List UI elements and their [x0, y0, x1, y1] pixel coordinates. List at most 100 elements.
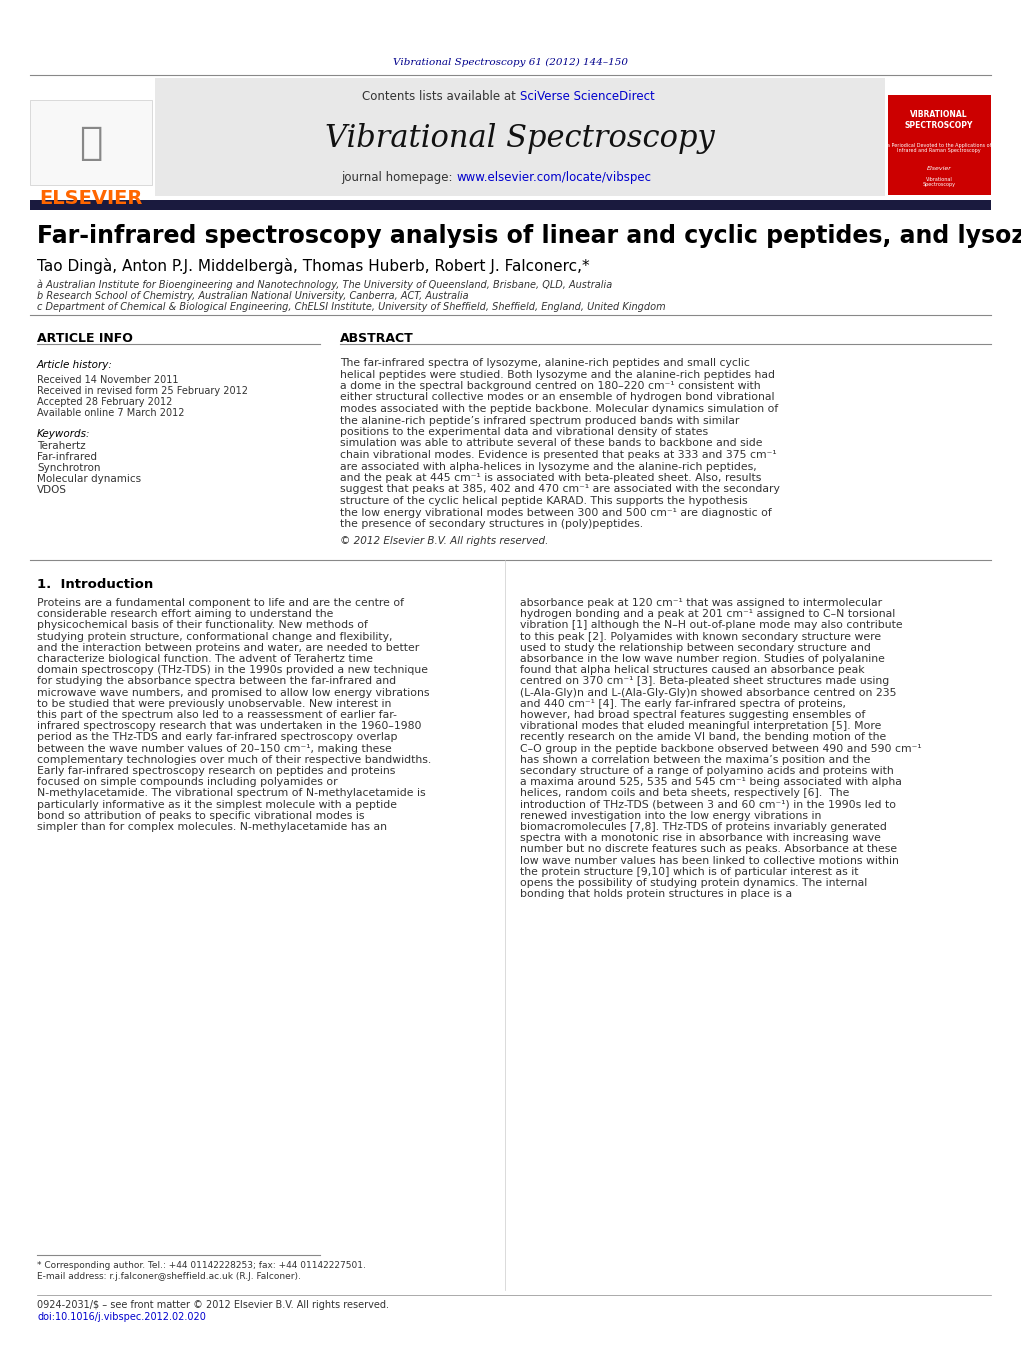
- Text: introduction of THz-TDS (between 3 and 60 cm⁻¹) in the 1990s led to: introduction of THz-TDS (between 3 and 6…: [520, 800, 896, 809]
- Text: positions to the experimental data and vibrational density of states: positions to the experimental data and v…: [340, 427, 709, 436]
- Text: considerable research effort aiming to understand the: considerable research effort aiming to u…: [37, 609, 334, 619]
- Text: © 2012 Elsevier B.V. All rights reserved.: © 2012 Elsevier B.V. All rights reserved…: [340, 536, 548, 547]
- Text: simulation was able to attribute several of these bands to backbone and side: simulation was able to attribute several…: [340, 439, 763, 449]
- Text: C–O group in the peptide backbone observed between 490 and 590 cm⁻¹: C–O group in the peptide backbone observ…: [520, 743, 922, 754]
- Text: renewed investigation into the low energy vibrations in: renewed investigation into the low energ…: [520, 811, 821, 821]
- Text: journal homepage:: journal homepage:: [341, 172, 456, 185]
- Text: 1.  Introduction: 1. Introduction: [37, 578, 153, 590]
- Text: and 440 cm⁻¹ [4]. The early far-infrared spectra of proteins,: and 440 cm⁻¹ [4]. The early far-infrared…: [520, 698, 846, 709]
- Text: Elsevier: Elsevier: [927, 166, 952, 170]
- Text: between the wave number values of 20–150 cm⁻¹, making these: between the wave number values of 20–150…: [37, 743, 392, 754]
- Text: complementary technologies over much of their respective bandwidths.: complementary technologies over much of …: [37, 755, 431, 765]
- Text: Terahertz: Terahertz: [37, 440, 86, 451]
- Text: à Australian Institute for Bioengineering and Nanotechnology, The University of : à Australian Institute for Bioengineerin…: [37, 280, 613, 290]
- Text: modes associated with the peptide backbone. Molecular dynamics simulation of: modes associated with the peptide backbo…: [340, 404, 778, 413]
- Text: the protein structure [9,10] which is of particular interest as it: the protein structure [9,10] which is of…: [520, 867, 859, 877]
- Text: Far-infrared spectroscopy analysis of linear and cyclic peptides, and lysozyme: Far-infrared spectroscopy analysis of li…: [37, 224, 1021, 249]
- Text: opens the possibility of studying protein dynamics. The internal: opens the possibility of studying protei…: [520, 878, 867, 888]
- Text: to this peak [2]. Polyamides with known secondary structure were: to this peak [2]. Polyamides with known …: [520, 632, 881, 642]
- Bar: [155, 78, 885, 196]
- Text: spectra with a monotonic rise in absorbance with increasing wave: spectra with a monotonic rise in absorba…: [520, 834, 881, 843]
- Text: studying protein structure, conformational change and flexibility,: studying protein structure, conformation…: [37, 632, 392, 642]
- Text: chain vibrational modes. Evidence is presented that peaks at 333 and 375 cm⁻¹: chain vibrational modes. Evidence is pre…: [340, 450, 777, 459]
- Text: has shown a correlation between the maxima’s position and the: has shown a correlation between the maxi…: [520, 755, 871, 765]
- Text: vibration [1] although the N–H out-of-plane mode may also contribute: vibration [1] although the N–H out-of-pl…: [520, 620, 903, 631]
- Text: helical peptides were studied. Both lysozyme and the alanine-rich peptides had: helical peptides were studied. Both lyso…: [340, 370, 775, 380]
- Text: * Corresponding author. Tel.: +44 01142228253; fax: +44 01142227501.: * Corresponding author. Tel.: +44 011422…: [37, 1260, 366, 1270]
- Text: infrared spectroscopy research that was undertaken in the 1960–1980: infrared spectroscopy research that was …: [37, 721, 422, 731]
- Text: structure of the cyclic helical peptide KARAD. This supports the hypothesis: structure of the cyclic helical peptide …: [340, 496, 747, 507]
- Text: a maxima around 525, 535 and 545 cm⁻¹ being associated with alpha: a maxima around 525, 535 and 545 cm⁻¹ be…: [520, 777, 902, 788]
- Text: Far-infrared: Far-infrared: [37, 453, 97, 462]
- Text: b Research School of Chemistry, Australian National University, Canberra, ACT, A: b Research School of Chemistry, Australi…: [37, 290, 469, 301]
- Text: for studying the absorbance spectra between the far-infrared and: for studying the absorbance spectra betw…: [37, 677, 396, 686]
- Text: centred on 370 cm⁻¹ [3]. Beta-pleated sheet structures made using: centred on 370 cm⁻¹ [3]. Beta-pleated sh…: [520, 677, 889, 686]
- Text: www.elsevier.com/locate/vibspec: www.elsevier.com/locate/vibspec: [456, 172, 651, 185]
- Text: used to study the relationship between secondary structure and: used to study the relationship between s…: [520, 643, 871, 653]
- Text: are associated with alpha-helices in lysozyme and the alanine-rich peptides,: are associated with alpha-helices in lys…: [340, 462, 757, 471]
- Text: domain spectroscopy (THz-TDS) in the 1990s provided a new technique: domain spectroscopy (THz-TDS) in the 199…: [37, 665, 428, 676]
- Text: (L-Ala-Gly)n and L-(Ala-Gly-Gly)n showed absorbance centred on 235: (L-Ala-Gly)n and L-(Ala-Gly-Gly)n showed…: [520, 688, 896, 697]
- Text: ABSTRACT: ABSTRACT: [340, 331, 414, 345]
- Text: this part of the spectrum also led to a reassessment of earlier far-: this part of the spectrum also led to a …: [37, 711, 397, 720]
- Text: secondary structure of a range of polyamino acids and proteins with: secondary structure of a range of polyam…: [520, 766, 893, 775]
- Text: the alanine-rich peptide’s infrared spectrum produced bands with similar: the alanine-rich peptide’s infrared spec…: [340, 416, 739, 426]
- Text: SciVerse ScienceDirect: SciVerse ScienceDirect: [520, 89, 654, 103]
- Text: vibrational modes that eluded meaningful interpretation [5]. More: vibrational modes that eluded meaningful…: [520, 721, 881, 731]
- Text: 0924-2031/$ – see front matter © 2012 Elsevier B.V. All rights reserved.: 0924-2031/$ – see front matter © 2012 El…: [37, 1300, 389, 1310]
- Text: doi:10.1016/j.vibspec.2012.02.020: doi:10.1016/j.vibspec.2012.02.020: [37, 1312, 206, 1323]
- Text: low wave number values has been linked to collective motions within: low wave number values has been linked t…: [520, 855, 898, 866]
- Text: however, had broad spectral features suggesting ensembles of: however, had broad spectral features sug…: [520, 711, 866, 720]
- Text: Received in revised form 25 February 2012: Received in revised form 25 February 201…: [37, 386, 248, 396]
- Text: biomacromolecules [7,8]. THz-TDS of proteins invariably generated: biomacromolecules [7,8]. THz-TDS of prot…: [520, 821, 887, 832]
- Text: Synchrotron: Synchrotron: [37, 463, 100, 473]
- Text: absorbance peak at 120 cm⁻¹ that was assigned to intermolecular: absorbance peak at 120 cm⁻¹ that was ass…: [520, 598, 882, 608]
- Text: Accepted 28 February 2012: Accepted 28 February 2012: [37, 397, 173, 407]
- Text: particularly informative as it the simplest molecule with a peptide: particularly informative as it the simpl…: [37, 800, 397, 809]
- Text: simpler than for complex molecules. N-methylacetamide has an: simpler than for complex molecules. N-me…: [37, 821, 387, 832]
- Text: Tao Dingà, Anton P.J. Middelbergà, Thomas Huberb, Robert J. Falconerc,*: Tao Dingà, Anton P.J. Middelbergà, Thoma…: [37, 258, 589, 274]
- Text: Vibrational
Spectroscopy: Vibrational Spectroscopy: [923, 177, 956, 188]
- Text: recently research on the amide VI band, the bending motion of the: recently research on the amide VI band, …: [520, 732, 886, 743]
- Text: Vibrational Spectroscopy: Vibrational Spectroscopy: [325, 123, 715, 154]
- Text: a Periodical Devoted to the Applications of
Infrared and Raman Spectroscopy: a Periodical Devoted to the Applications…: [887, 143, 991, 154]
- Text: to be studied that were previously unobservable. New interest in: to be studied that were previously unobs…: [37, 698, 391, 709]
- Text: the presence of secondary structures in (poly)peptides.: the presence of secondary structures in …: [340, 519, 643, 530]
- Text: Keywords:: Keywords:: [37, 430, 91, 439]
- Bar: [30, 100, 152, 185]
- Text: microwave wave numbers, and promised to allow low energy vibrations: microwave wave numbers, and promised to …: [37, 688, 430, 697]
- Text: c Department of Chemical & Biological Engineering, ChELSI Institute, University : c Department of Chemical & Biological En…: [37, 303, 666, 312]
- Bar: [30, 200, 991, 209]
- Text: the low energy vibrational modes between 300 and 500 cm⁻¹ are diagnostic of: the low energy vibrational modes between…: [340, 508, 772, 517]
- Text: VDOS: VDOS: [37, 485, 67, 494]
- Text: Available online 7 March 2012: Available online 7 March 2012: [37, 408, 185, 417]
- Text: VIBRATIONAL
SPECTROSCOPY: VIBRATIONAL SPECTROSCOPY: [905, 109, 973, 131]
- Text: Contents lists available at: Contents lists available at: [362, 89, 520, 103]
- Text: E-mail address: r.j.falconer@sheffield.ac.uk (R.J. Falconer).: E-mail address: r.j.falconer@sheffield.a…: [37, 1273, 301, 1281]
- Text: Molecular dynamics: Molecular dynamics: [37, 474, 141, 484]
- Text: bond so attribution of peaks to specific vibrational modes is: bond so attribution of peaks to specific…: [37, 811, 364, 821]
- Text: number but no discrete features such as peaks. Absorbance at these: number but no discrete features such as …: [520, 844, 897, 854]
- Text: period as the THz-TDS and early far-infrared spectroscopy overlap: period as the THz-TDS and early far-infr…: [37, 732, 397, 743]
- Text: Received 14 November 2011: Received 14 November 2011: [37, 376, 179, 385]
- Text: a dome in the spectral background centred on 180–220 cm⁻¹ consistent with: a dome in the spectral background centre…: [340, 381, 761, 390]
- Text: ELSEVIER: ELSEVIER: [40, 189, 143, 208]
- Text: Early far-infrared spectroscopy research on peptides and proteins: Early far-infrared spectroscopy research…: [37, 766, 395, 775]
- Text: ARTICLE INFO: ARTICLE INFO: [37, 331, 133, 345]
- Text: either structural collective modes or an ensemble of hydrogen bond vibrational: either structural collective modes or an…: [340, 393, 775, 403]
- Text: Vibrational Spectroscopy 61 (2012) 144–150: Vibrational Spectroscopy 61 (2012) 144–1…: [392, 58, 628, 66]
- Text: and the interaction between proteins and water, are needed to better: and the interaction between proteins and…: [37, 643, 420, 653]
- Text: Proteins are a fundamental component to life and are the centre of: Proteins are a fundamental component to …: [37, 598, 404, 608]
- Text: absorbance in the low wave number region. Studies of polyalanine: absorbance in the low wave number region…: [520, 654, 885, 663]
- Text: physicochemical basis of their functionality. New methods of: physicochemical basis of their functiona…: [37, 620, 368, 631]
- Text: helices, random coils and beta sheets, respectively [6].  The: helices, random coils and beta sheets, r…: [520, 789, 849, 798]
- Text: found that alpha helical structures caused an absorbance peak: found that alpha helical structures caus…: [520, 665, 865, 676]
- Text: hydrogen bonding and a peak at 201 cm⁻¹ assigned to C–N torsional: hydrogen bonding and a peak at 201 cm⁻¹ …: [520, 609, 895, 619]
- Text: suggest that peaks at 385, 402 and 470 cm⁻¹ are associated with the secondary: suggest that peaks at 385, 402 and 470 c…: [340, 485, 780, 494]
- Text: focused on simple compounds including polyamides or: focused on simple compounds including po…: [37, 777, 338, 788]
- Text: N-methylacetamide. The vibrational spectrum of N-methylacetamide is: N-methylacetamide. The vibrational spect…: [37, 789, 426, 798]
- Text: 🌳: 🌳: [80, 124, 103, 162]
- Bar: [888, 95, 991, 195]
- Text: Article history:: Article history:: [37, 359, 113, 370]
- Text: bonding that holds protein structures in place is a: bonding that holds protein structures in…: [520, 889, 792, 900]
